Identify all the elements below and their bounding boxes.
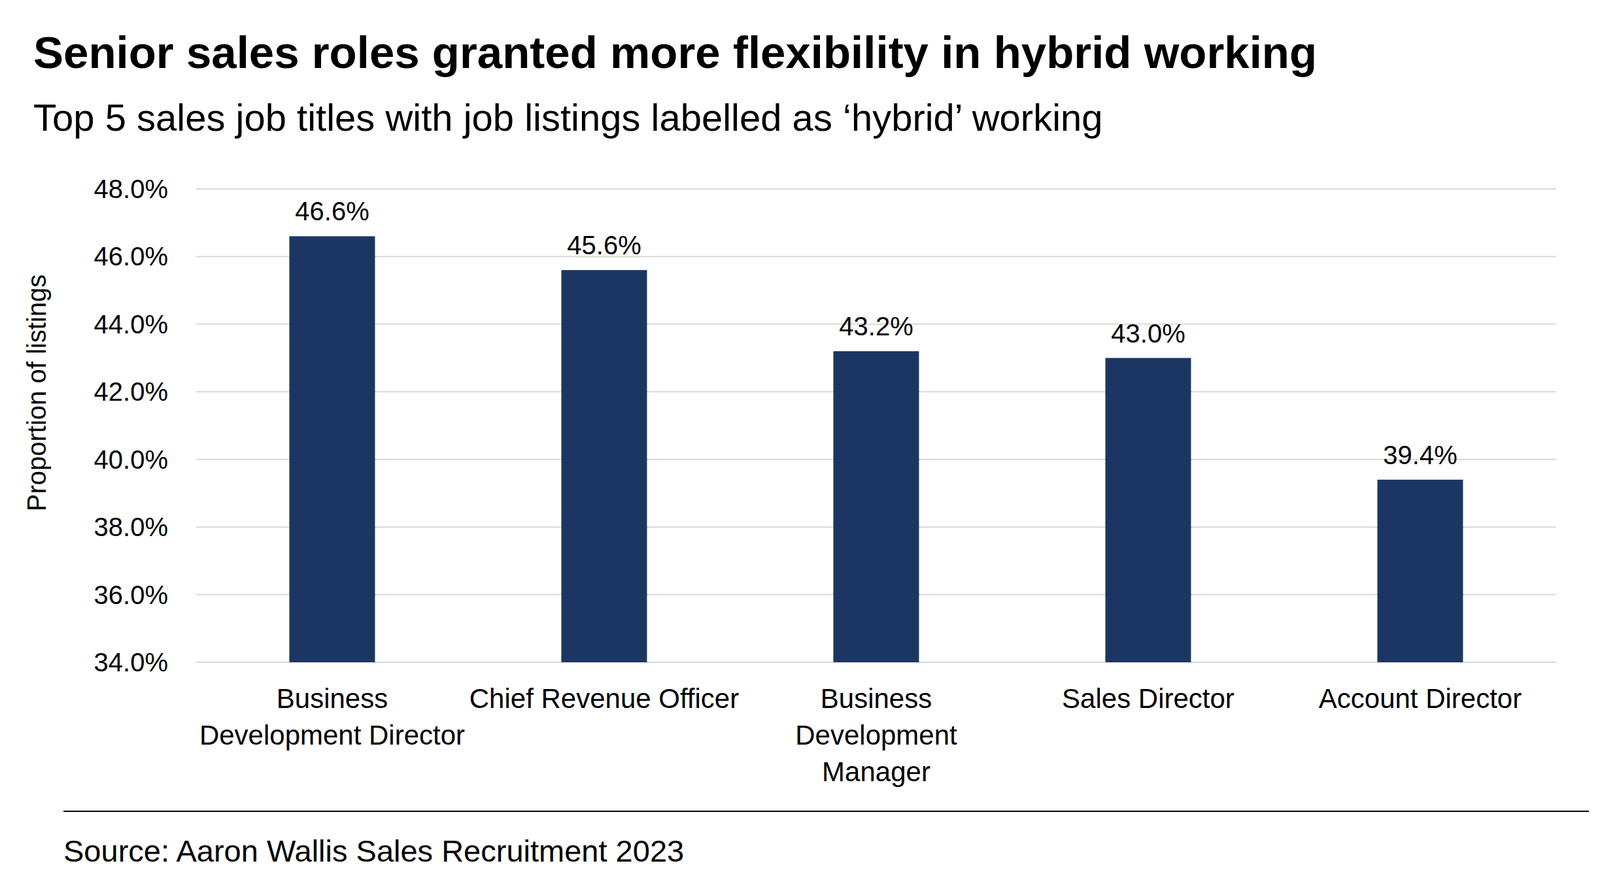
grid-line [196,255,1557,257]
x-tick-label: Sales Director [1061,683,1235,715]
data-label: 39.4% [1382,440,1457,470]
y-tick-label: 44.0% [94,309,169,339]
data-label: 45.6% [566,230,641,260]
rule [63,810,1589,813]
x-tick-line: Development Director [199,719,465,751]
bars [289,236,1464,663]
y-tick-label: 36.0% [94,580,169,610]
source: Source: Aaron Wallis Sales Recruitment 2… [63,833,684,869]
y-tick-label: 46.0% [94,241,169,271]
bar [833,351,920,663]
grid-line [196,188,1557,190]
x-tick-line: Business [820,683,932,715]
data-label: 43.0% [1110,319,1185,348]
x-tick-label: Account Director [1318,683,1522,715]
data-label: 43.2% [838,311,913,341]
y-tick-label: 42.0% [94,377,169,407]
x-tick-line: Business [276,683,388,715]
x-tick-line: Account Director [1318,683,1522,715]
grid [196,188,1557,663]
bar [1377,479,1464,663]
y-axis-label: Proportion of listings [22,274,52,512]
y-tick-label: 38.0% [94,512,169,542]
bar [1105,358,1192,663]
x-tick-label: Chief Revenue Officer [469,683,739,715]
subtitle: Top 5 sales job titles with job listings… [33,96,1104,139]
x-tick-label: Business Development Manager [795,683,958,788]
x-tick-line: Chief Revenue Officer [469,683,739,715]
x-tick-line: Manager [821,756,931,788]
y-tick-label: 48.0% [94,174,169,204]
data-label: 46.6% [294,196,369,226]
chart: Senior sales roles granted more flexibil… [0,0,1600,893]
y-tick-label: 34.0% [94,647,169,677]
x-tick-line: Sales Director [1061,683,1235,715]
x-tick-line: Development [795,719,958,751]
bar [561,270,648,663]
y-tick-label: 40.0% [94,445,169,475]
bar [289,236,376,663]
x-tick-label: Business Development Director [199,683,465,751]
title: Senior sales roles granted more flexibil… [33,27,1317,78]
